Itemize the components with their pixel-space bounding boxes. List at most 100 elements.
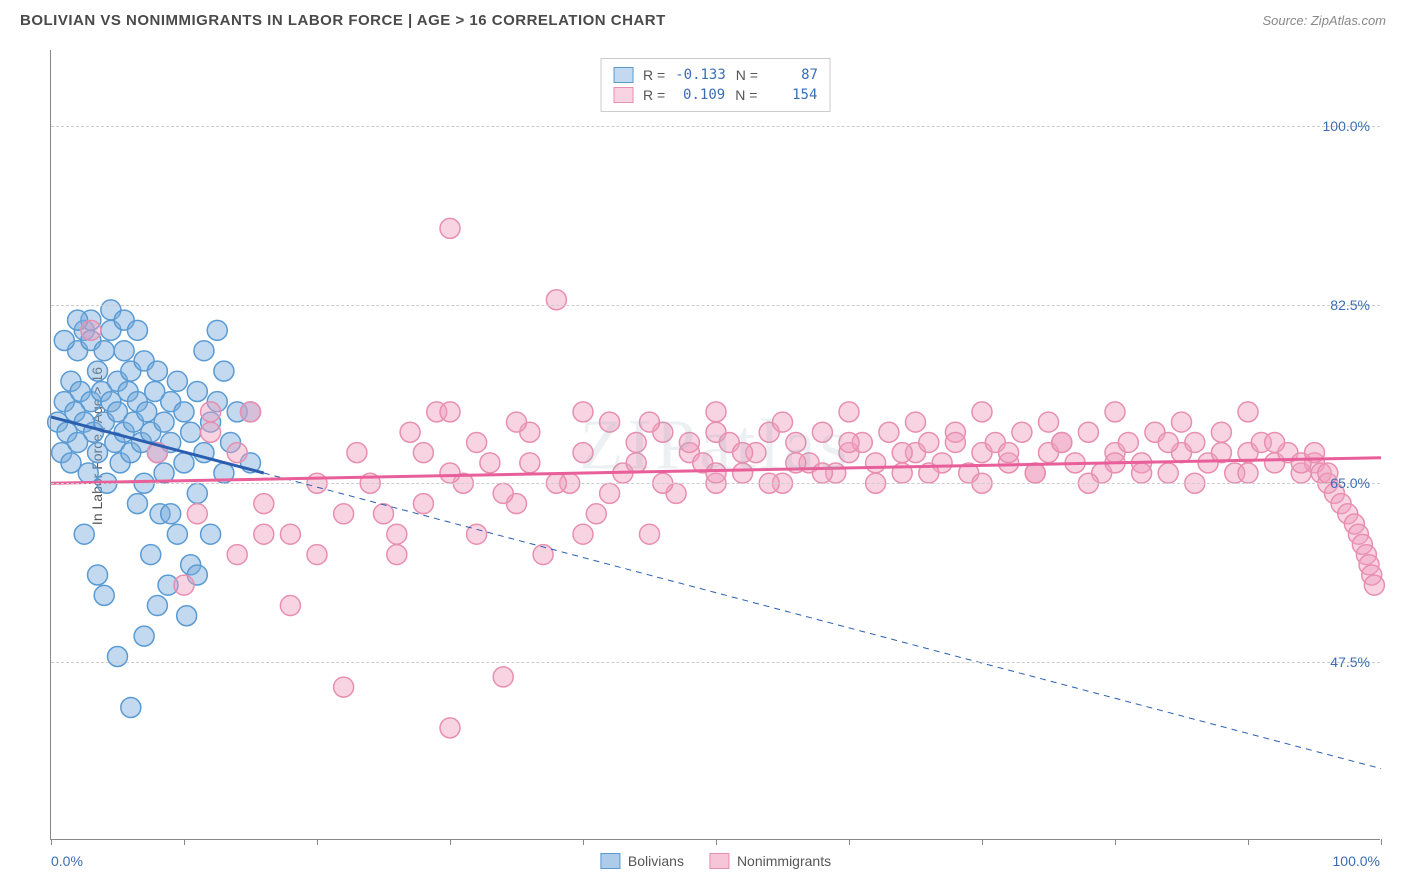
legend-r-value: -0.133 [675, 67, 726, 83]
scatter-point [181, 422, 201, 442]
scatter-point [1039, 412, 1059, 432]
scatter-point [1185, 432, 1205, 452]
scatter-point [174, 575, 194, 595]
x-tick [1248, 839, 1249, 845]
scatter-point [600, 483, 620, 503]
scatter-point [573, 402, 593, 422]
scatter-point [187, 483, 207, 503]
scatter-point [706, 402, 726, 422]
scatter-point [679, 432, 699, 452]
scatter-point [1025, 463, 1045, 483]
scatter-point [137, 402, 157, 422]
scatter-point [440, 718, 460, 738]
scatter-point [1118, 432, 1138, 452]
chart-header: BOLIVIAN VS NONIMMIGRANTS IN LABOR FORCE… [0, 0, 1406, 37]
scatter-point [812, 463, 832, 483]
scatter-point [626, 453, 646, 473]
legend-swatch [613, 67, 633, 83]
legend-r-label: R = [643, 87, 665, 103]
scatter-point [374, 504, 394, 524]
scatter-point [127, 320, 147, 340]
scatter-point [227, 443, 247, 463]
scatter-point [773, 412, 793, 432]
scatter-point [906, 412, 926, 432]
x-tick [450, 839, 451, 845]
scatter-point [154, 412, 174, 432]
scatter-point [121, 697, 141, 717]
correlation-legend-row: R =0.109N =154 [613, 85, 818, 105]
legend-r-label: R = [643, 67, 665, 83]
scatter-point [241, 402, 261, 422]
x-tick [184, 839, 185, 845]
grid-line [51, 305, 1380, 306]
correlation-legend-row: R =-0.133N =87 [613, 65, 818, 85]
scatter-point [147, 596, 167, 616]
scatter-point [167, 371, 187, 391]
scatter-point [640, 412, 660, 432]
scatter-point [1238, 463, 1258, 483]
scatter-point [945, 432, 965, 452]
scatter-point [147, 361, 167, 381]
scatter-point [640, 524, 660, 544]
scatter-point [1238, 402, 1258, 422]
scatter-point [879, 422, 899, 442]
y-tick-label: 82.5% [1330, 297, 1370, 313]
scatter-point [194, 341, 214, 361]
scatter-point [94, 585, 114, 605]
legend-swatch [600, 853, 620, 869]
scatter-point [972, 402, 992, 422]
scatter-point [1052, 432, 1072, 452]
scatter-point [1132, 463, 1152, 483]
scatter-point [74, 524, 94, 544]
scatter-point [600, 412, 620, 432]
scatter-point [440, 463, 460, 483]
legend-swatch [613, 87, 633, 103]
scatter-point [1078, 422, 1098, 442]
scatter-point [480, 453, 500, 473]
scatter-point [280, 596, 300, 616]
scatter-point [347, 443, 367, 463]
scatter-point [733, 443, 753, 463]
x-tick [849, 839, 850, 845]
scatter-point [201, 402, 221, 422]
x-axis-max-label: 100.0% [1333, 853, 1380, 869]
series-legend-item: Bolivians [600, 853, 684, 869]
scatter-point [1172, 412, 1192, 432]
scatter-point [201, 524, 221, 544]
scatter-point [573, 524, 593, 544]
grid-line [51, 662, 1380, 663]
x-axis-min-label: 0.0% [51, 853, 83, 869]
y-tick-label: 65.0% [1330, 475, 1370, 491]
y-tick-label: 47.5% [1330, 654, 1370, 670]
scatter-point [167, 524, 187, 544]
scatter-point [334, 504, 354, 524]
scatter-point [78, 463, 98, 483]
series-legend-label: Bolivians [628, 853, 684, 869]
scatter-point [520, 453, 540, 473]
scatter-point [187, 504, 207, 524]
scatter-point [573, 443, 593, 463]
scatter-point [1158, 432, 1178, 452]
scatter-point [108, 647, 128, 667]
scatter-point [201, 422, 221, 442]
chart-title: BOLIVIAN VS NONIMMIGRANTS IN LABOR FORCE… [20, 12, 666, 29]
x-tick [583, 839, 584, 845]
scatter-point [280, 524, 300, 544]
scatter-point [81, 320, 101, 340]
scatter-point [706, 463, 726, 483]
scatter-point [88, 361, 108, 381]
scatter-point [141, 545, 161, 565]
legend-n-value: 154 [767, 87, 817, 103]
scatter-point [440, 218, 460, 238]
chart-source: Source: ZipAtlas.com [1262, 13, 1386, 28]
scatter-point [94, 341, 114, 361]
grid-line [51, 126, 1380, 127]
scatter-point [533, 545, 553, 565]
x-tick [982, 839, 983, 845]
correlation-legend: R =-0.133N =87R =0.109N =154 [600, 58, 831, 112]
scatter-point [812, 422, 832, 442]
scatter-point [839, 432, 859, 452]
scatter-point [440, 402, 460, 422]
scatter-point [919, 432, 939, 452]
grid-line [51, 483, 1380, 484]
